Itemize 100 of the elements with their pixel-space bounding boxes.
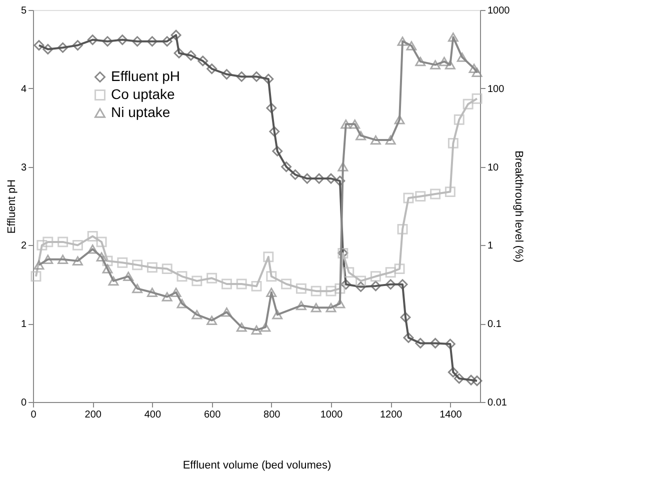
point bbox=[186, 50, 196, 61]
y-tick-label: 3 bbox=[20, 162, 27, 174]
point bbox=[310, 302, 322, 312]
point bbox=[251, 71, 262, 82]
point bbox=[302, 173, 312, 184]
point bbox=[385, 135, 396, 145]
point bbox=[251, 325, 262, 335]
point bbox=[444, 60, 456, 70]
point bbox=[176, 271, 188, 282]
point bbox=[96, 236, 107, 248]
point bbox=[132, 284, 143, 294]
point bbox=[42, 254, 54, 264]
point bbox=[263, 74, 274, 84]
point bbox=[356, 130, 366, 140]
point bbox=[36, 240, 48, 250]
point bbox=[263, 252, 274, 262]
x-tick-label: 200 bbox=[84, 410, 102, 420]
point bbox=[370, 271, 381, 282]
point bbox=[72, 240, 83, 250]
point bbox=[170, 30, 182, 40]
point bbox=[251, 280, 262, 292]
point bbox=[87, 244, 98, 254]
point bbox=[370, 280, 381, 292]
point bbox=[415, 338, 426, 348]
point bbox=[472, 376, 482, 386]
point bbox=[281, 278, 292, 290]
x-tick-label: 800 bbox=[264, 410, 281, 420]
point bbox=[102, 264, 113, 274]
point bbox=[198, 56, 208, 66]
point bbox=[102, 256, 113, 266]
point bbox=[272, 146, 283, 156]
point bbox=[58, 42, 68, 53]
point bbox=[281, 162, 292, 172]
point bbox=[132, 36, 143, 47]
point bbox=[58, 236, 68, 248]
point bbox=[397, 36, 408, 46]
point bbox=[123, 272, 134, 282]
point bbox=[334, 176, 346, 186]
point bbox=[162, 36, 172, 47]
point bbox=[87, 231, 98, 242]
point bbox=[162, 264, 172, 274]
y-tick-label: 4 bbox=[20, 84, 27, 95]
point bbox=[296, 283, 306, 294]
point bbox=[394, 114, 405, 124]
y2-tick-label: 1000 bbox=[488, 6, 510, 16]
point bbox=[370, 135, 381, 145]
point bbox=[162, 292, 172, 302]
point bbox=[272, 310, 283, 320]
point bbox=[403, 332, 414, 343]
point bbox=[221, 308, 232, 317]
legend-label: Effluent pH bbox=[111, 68, 180, 84]
point bbox=[385, 279, 396, 290]
point bbox=[444, 186, 456, 198]
point bbox=[206, 64, 218, 74]
x-tick-label: 600 bbox=[204, 410, 222, 420]
point bbox=[326, 302, 336, 312]
point bbox=[146, 262, 158, 273]
point bbox=[102, 36, 113, 47]
point bbox=[397, 224, 408, 234]
point bbox=[174, 48, 184, 58]
point bbox=[206, 316, 218, 325]
point bbox=[34, 40, 44, 50]
y-tick-label: 2 bbox=[20, 240, 27, 252]
point bbox=[170, 288, 182, 298]
point bbox=[42, 236, 54, 248]
point bbox=[72, 256, 83, 266]
point bbox=[206, 272, 218, 284]
point bbox=[236, 278, 247, 290]
legend-label: Ni uptake bbox=[111, 104, 170, 120]
legend-label: Co uptake bbox=[111, 86, 176, 102]
point bbox=[456, 52, 468, 62]
point bbox=[454, 114, 464, 125]
point bbox=[439, 56, 450, 66]
point bbox=[430, 338, 441, 348]
y-tick-label: 0 bbox=[20, 398, 27, 408]
x-axis-title: Effluent volume (bed volumes) bbox=[182, 460, 332, 472]
point bbox=[117, 34, 128, 46]
point bbox=[394, 264, 405, 274]
point bbox=[310, 286, 322, 296]
y2-tick-label: 10 bbox=[488, 162, 500, 174]
point bbox=[314, 173, 324, 184]
point bbox=[72, 40, 83, 50]
point bbox=[466, 374, 476, 386]
point bbox=[176, 298, 188, 308]
point bbox=[448, 138, 458, 148]
point bbox=[290, 169, 300, 180]
point bbox=[350, 120, 360, 129]
point bbox=[344, 267, 354, 278]
point bbox=[334, 298, 346, 308]
point bbox=[132, 260, 143, 270]
x-tick-label: 0 bbox=[30, 410, 37, 420]
y-tick-label: 1 bbox=[20, 319, 27, 330]
point bbox=[340, 279, 352, 290]
point bbox=[340, 120, 352, 129]
x-tick-label: 1400 bbox=[440, 410, 462, 420]
point bbox=[296, 300, 306, 310]
point bbox=[42, 44, 54, 54]
point bbox=[146, 36, 158, 47]
point bbox=[385, 267, 396, 278]
point bbox=[468, 64, 480, 74]
